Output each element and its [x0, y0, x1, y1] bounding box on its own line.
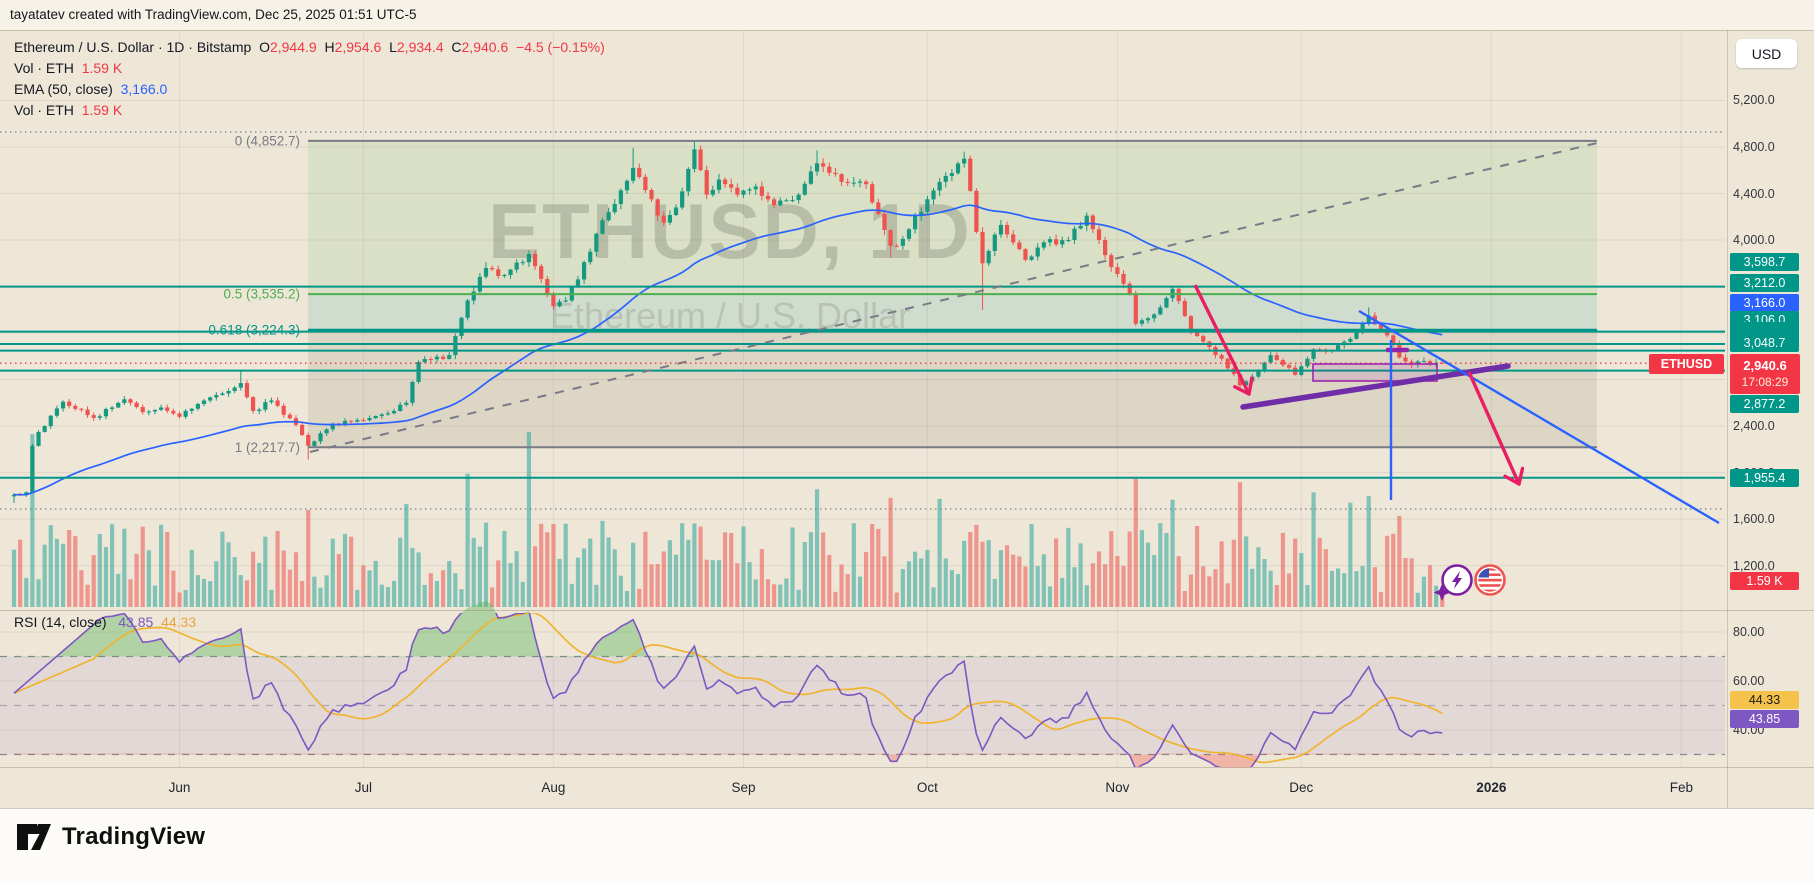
legend-ema-row[interactable]: EMA (50, close) 3,166.0 [14, 79, 605, 100]
user-drawings [1193, 284, 1720, 525]
price-scale-label: 5,200.0 [1733, 93, 1775, 108]
ohlc-change-value: −4.5 (−0.15%) [516, 39, 605, 55]
time-axis-label: Jun [168, 780, 191, 795]
price-scale-label: 4,800.0 [1733, 140, 1775, 154]
ema-value: 3,166.0 [120, 81, 168, 97]
volume-value: 1.59 K [81, 60, 123, 76]
scale-value-label: 3,212.0 [1730, 274, 1799, 292]
scale-value-label: 3,598.7 [1730, 253, 1799, 271]
fib-level-label: 0.618 (3,224.3) [208, 323, 300, 338]
pane-divider-top [0, 30, 1814, 31]
time-axis-label: Nov [1105, 780, 1130, 795]
ohlc-open-value: 2,944.9 [269, 39, 317, 55]
time-axis-label: 2026 [1476, 780, 1507, 795]
ohlc-low-value: 2,934.4 [396, 39, 444, 55]
legend-volume-row-2[interactable]: Vol · ETH 1.59 K [14, 100, 605, 121]
ohlc-high-value: 2,954.6 [334, 39, 382, 55]
tradingview-logo-text: TradingView [62, 823, 206, 850]
legend-symbol-row[interactable]: Ethereum / U.S. Dollar · 1D · Bitstamp O… [14, 37, 605, 58]
rsi-ma-value: 44.33 [161, 614, 197, 630]
time-axis-label: Dec [1289, 780, 1314, 795]
scale-value-label: 3,048.7 [1730, 334, 1799, 352]
sparkle-icon [1433, 584, 1451, 601]
scale-value-label: 1,955.4 [1730, 469, 1799, 487]
price-scale-label: 4,400.0 [1733, 186, 1775, 201]
price-scale-label: 2,400.0 [1733, 419, 1775, 434]
volume-label-2: Vol · ETH [14, 102, 74, 118]
bar-close-countdown: 17:08:29 [1741, 375, 1789, 389]
last-price-value: 2,940.6 [1743, 358, 1787, 373]
volume-label: Vol · ETH [14, 60, 74, 76]
time-axis-label: Aug [541, 780, 566, 795]
attribution-text: tayatatev created with TradingView.com, … [10, 7, 417, 22]
fib-level-label: 1 (2,217.7) [235, 440, 300, 455]
time-axis-label: Jul [354, 780, 373, 795]
scale-value-label: 2,877.2 [1730, 395, 1799, 413]
ema-line [14, 204, 1443, 496]
scale-value-label: 43.85 [1730, 710, 1799, 728]
legend-volume-row-1[interactable]: Vol · ETH 1.59 K [14, 58, 605, 79]
price-scale-label: 1,600.0 [1733, 512, 1775, 527]
dashed-trendline [309, 142, 1598, 453]
bottom-margin [0, 808, 1814, 883]
fib-level-label: 0.5 (3,535.2) [223, 287, 300, 302]
svg-text:ETHUSD, 1D: ETHUSD, 1D [488, 187, 972, 275]
event-icons[interactable] [1433, 564, 1506, 602]
time-axis-label: Oct [916, 780, 938, 795]
volume-value-2: 1.59 K [81, 102, 123, 118]
chart-background [0, 30, 1814, 808]
rsi-line [13, 613, 1443, 767]
pane-divider-price-rsi[interactable] [0, 610, 1814, 611]
price-scale-label: 1,200.0 [1733, 558, 1775, 573]
scale-value-label: 44.33 [1730, 691, 1799, 709]
us-flag-glyph [1478, 568, 1502, 592]
fib-retracement-lines: 0 (4,852.7) 0.5 (3,535.2) 0.618 (3,224.3) 1… [208, 133, 1597, 455]
chart-legend[interactable]: Ethereum / U.S. Dollar · 1D · Bitstamp O… [14, 37, 605, 121]
symbol-price-tag: ETHUSD [1649, 354, 1724, 374]
price-scale-divider[interactable] [1727, 30, 1728, 808]
rsi-pane [0, 601, 1725, 768]
symbol-title[interactable]: Ethereum / U.S. Dollar · 1D · Bitstamp [14, 39, 252, 55]
time-axis-label: Feb [1669, 780, 1693, 795]
tradingview-logo-mark [17, 824, 51, 850]
ema-label: EMA (50, close) [14, 81, 113, 97]
attribution-strip [0, 0, 1814, 30]
candles-series[interactable] [11, 140, 1445, 503]
pane-divider-rsi-axis [0, 767, 1814, 768]
price-scale-label: 4,000.0 [1733, 233, 1775, 248]
chart-bottom-edge [0, 808, 1814, 809]
tradingview-logo[interactable]: TradingView [16, 820, 205, 854]
ohlc-close-label: C [451, 39, 462, 55]
scale-value-label: 1.59 K [1730, 572, 1799, 590]
rsi-value: 43.85 [118, 614, 154, 630]
rsi-legend-row[interactable]: RSI (14, close) 43.85 44.33 [14, 614, 196, 630]
scale-value-label: 3,166.0 [1730, 294, 1799, 312]
fib-level-label: 0 (4,852.7) [235, 133, 300, 148]
rsi-scale-label: 60.00 [1733, 674, 1765, 688]
last-price-label: 2,940.6 17:08:29 [1730, 354, 1800, 394]
ohlc-low-label: L [389, 39, 397, 55]
rsi-label: RSI (14, close) [14, 614, 107, 630]
time-axis-label: Sep [731, 780, 756, 795]
volume-bars [11, 431, 1445, 607]
ohlc-high-label: H [324, 39, 335, 55]
currency-usd-button[interactable]: USD [1736, 39, 1797, 68]
ohlc-close-value: 2,940.6 [461, 39, 509, 55]
ohlc-open-label: O [259, 39, 270, 55]
rsi-scale-label: 80.00 [1733, 625, 1765, 639]
